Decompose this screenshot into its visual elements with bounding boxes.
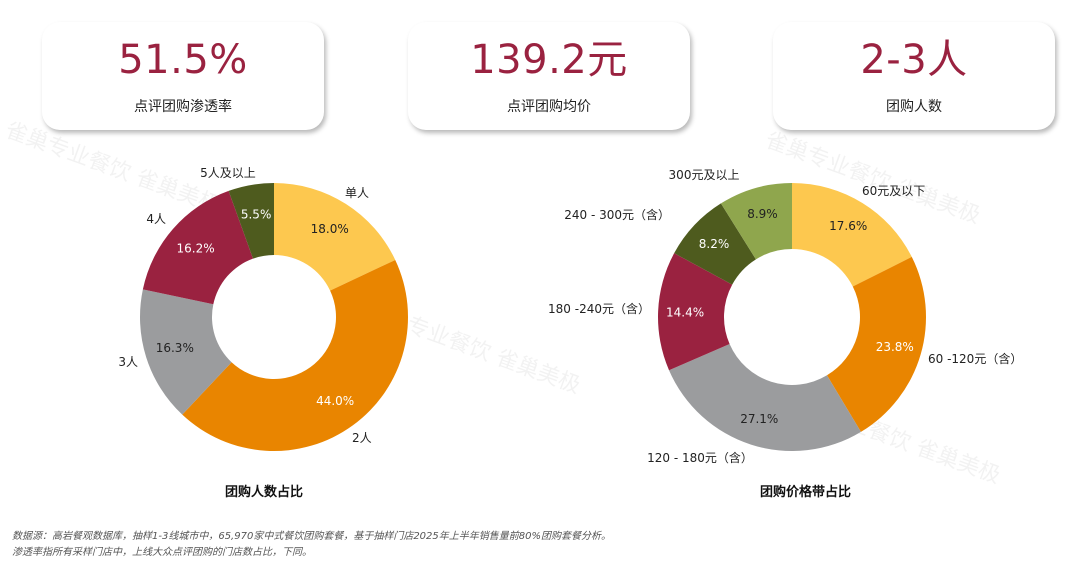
kpi-label: 点评团购均价 xyxy=(507,99,591,115)
kpi-card-group-size: 2-3人 团购人数 xyxy=(773,22,1055,130)
donut-segment xyxy=(140,289,232,415)
chart-title-group-size: 团购人数占比 xyxy=(225,485,304,500)
segment-value-label: 8.2% xyxy=(699,237,730,251)
segment-value-label: 27.1% xyxy=(740,412,778,426)
segment-value-label: 5.5% xyxy=(241,208,272,222)
segment-category-label: 3人 xyxy=(118,355,138,369)
kpi-value: 139.2元 xyxy=(470,37,628,83)
kpi-card-penetration: 51.5% 点评团购渗透率 xyxy=(42,22,324,130)
segment-category-label: 4人 xyxy=(146,212,166,226)
segment-category-label: 5人及以上 xyxy=(200,166,256,180)
donut-segment xyxy=(658,253,733,371)
segment-value-label: 23.8% xyxy=(876,340,914,354)
donut-segment xyxy=(674,203,756,285)
kpi-card-avg-price: 139.2元 点评团购均价 xyxy=(408,22,690,130)
definition-note: 渗透率指所有采样门店中，上线大众点评团购的门店数占比，下同。 xyxy=(12,547,312,558)
kpi-label: 团购人数 xyxy=(886,99,942,115)
segment-category-label: 120 - 180元（含） xyxy=(647,450,753,465)
kpi-value: 2-3人 xyxy=(860,37,968,83)
donut-segment xyxy=(720,183,792,260)
segment-value-label: 14.4% xyxy=(666,305,704,319)
donut-chart-group-size: 18.0% 单人 44.0% 2人 16.3% 3人 16.2% 4人 5.5% 5人及以上 xyxy=(118,166,408,451)
segment-value-label: 17.6% xyxy=(829,219,867,233)
segment-category-label: 2人 xyxy=(352,431,372,445)
donut-segment xyxy=(228,183,274,259)
segment-category-label: 单人 xyxy=(345,186,369,200)
segment-category-label: 60 -120元（含） xyxy=(928,351,1022,366)
donut-segment xyxy=(142,190,253,305)
kpi-label: 点评团购渗透率 xyxy=(134,99,232,115)
chart-title-price-band: 团购价格带占比 xyxy=(760,485,852,500)
segment-category-label: 240 - 300元（含） xyxy=(564,207,670,222)
segment-value-label: 18.0% xyxy=(311,222,349,236)
segment-value-label: 16.3% xyxy=(156,341,194,355)
segment-value-label: 16.2% xyxy=(176,242,214,256)
donut-segment xyxy=(792,183,912,287)
kpi-value: 51.5% xyxy=(118,37,248,83)
segment-category-label: 180 -240元（含） xyxy=(548,301,650,316)
segment-category-label: 300元及以上 xyxy=(669,168,740,182)
donut-segment xyxy=(669,344,861,452)
donut-segment xyxy=(274,183,396,291)
segment-value-label: 44.0% xyxy=(316,394,354,408)
donut-segment xyxy=(182,259,408,451)
segment-category-label: 60元及以下 xyxy=(862,184,925,198)
source-note: 数据源：高岩餐观数据库，抽样1-3线城市中，65,970家中式餐饮团购套餐，基于… xyxy=(12,531,611,542)
donut-chart-price-band: 17.6% 60元及以下 23.8% 60 -120元（含） 27.1% 120 - 18… xyxy=(548,168,1022,465)
segment-value-label: 8.9% xyxy=(747,207,778,221)
donut-segment xyxy=(826,256,926,432)
